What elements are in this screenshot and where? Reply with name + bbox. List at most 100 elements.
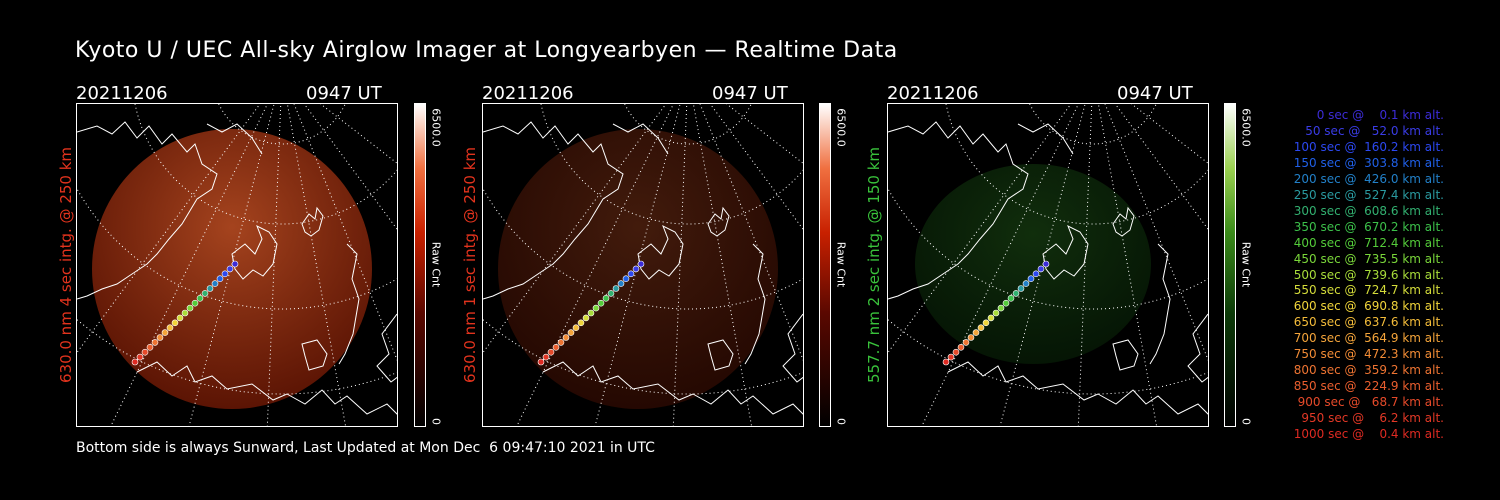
trajectory-point xyxy=(1037,265,1045,273)
trajectory-point xyxy=(567,329,575,336)
colorbar xyxy=(819,103,831,427)
latitude-line xyxy=(888,187,1208,310)
colorbar-labels: 6500.0 Raw Cnt 0 xyxy=(426,103,446,427)
trajectory-point xyxy=(1002,299,1010,307)
trajectory-point xyxy=(972,329,980,336)
legend-row: 100 sec @ 160.2 km alt. xyxy=(1293,139,1444,154)
meridian-line xyxy=(1114,104,1208,230)
trajectory-point xyxy=(166,324,174,331)
legend-row: 400 sec @ 712.4 km alt. xyxy=(1293,235,1444,250)
trajectory-point xyxy=(977,324,985,331)
all-sky-image xyxy=(76,103,398,427)
trajectory-point xyxy=(982,319,990,327)
trajectory-point xyxy=(967,334,975,341)
all-sky-image xyxy=(482,103,804,427)
panel-date: 20211206 xyxy=(482,83,574,104)
coastline xyxy=(542,361,803,415)
trajectory-legend: 0 sec @ 0.1 km alt. 50 sec @ 52.0 km alt.… xyxy=(1262,108,1444,443)
trajectory-point xyxy=(612,285,620,292)
legend-row: 900 sec @ 68.7 km alt. xyxy=(1297,395,1444,410)
legend-row: 500 sec @ 739.6 km alt. xyxy=(1293,267,1444,282)
meridian-line xyxy=(709,104,803,230)
meridian-line xyxy=(110,104,268,426)
legend-row: 800 sec @ 359.2 km alt. xyxy=(1293,363,1444,378)
trajectory-point xyxy=(186,304,194,312)
latitude-line xyxy=(1029,104,1157,145)
trajectory-point xyxy=(1007,295,1015,302)
trajectory-point xyxy=(181,309,189,317)
trajectory-point xyxy=(191,299,199,307)
coastline xyxy=(376,313,397,383)
legend-row: 1000 sec @ 0.4 km alt. xyxy=(1293,427,1444,442)
panel-time: 0947 UT xyxy=(712,83,788,104)
coastline xyxy=(612,123,669,155)
colorbar-min: 0 xyxy=(1239,418,1253,425)
colorbar xyxy=(1224,103,1236,427)
trajectory-point xyxy=(552,344,560,351)
trajectory-point xyxy=(987,314,995,322)
trajectory-point xyxy=(1027,275,1035,282)
legend-row: 600 sec @ 690.8 km alt. xyxy=(1293,299,1444,314)
coastline xyxy=(637,224,684,280)
coastline xyxy=(1187,313,1208,383)
trajectory-point xyxy=(587,309,595,317)
meridian-line xyxy=(516,104,674,426)
legend-row: 200 sec @ 426.0 km alt. xyxy=(1293,171,1444,186)
colorbar-labels: 6500.0 Raw Cnt 0 xyxy=(831,103,851,427)
trajectory-point xyxy=(226,265,234,273)
legend-row: 350 sec @ 670.2 km alt. xyxy=(1293,219,1444,234)
coastline xyxy=(136,361,397,415)
legend-row: 450 sec @ 735.5 km alt. xyxy=(1293,251,1444,266)
colorbar-max: 6500.0 xyxy=(834,108,848,147)
legend-row: 850 sec @ 224.9 km alt. xyxy=(1293,379,1444,394)
imager-panel-2: 20211206 0947 UT 630.0 nm 1 sec intg. @ … xyxy=(0,0,848,440)
trajectory-point xyxy=(216,275,224,282)
trajectory-point xyxy=(597,299,605,307)
colorbar xyxy=(414,103,426,427)
trajectory-point xyxy=(196,295,204,302)
meridian-line xyxy=(692,104,753,426)
colorbar-max: 6500.0 xyxy=(1239,108,1253,147)
trajectory-point xyxy=(201,290,209,297)
trajectory-point xyxy=(1017,285,1025,292)
coastline xyxy=(1149,243,1171,365)
page-title: Kyoto U / UEC All-sky Airglow Imager at … xyxy=(75,38,898,63)
trajectory-point xyxy=(547,348,555,356)
panel-time: 0947 UT xyxy=(1117,83,1193,104)
trajectory-point xyxy=(637,260,645,268)
map-svg xyxy=(888,104,1208,426)
trajectory-point xyxy=(542,353,550,361)
trajectory-point xyxy=(582,314,590,322)
coastline xyxy=(707,206,730,237)
meridian-line xyxy=(286,104,347,426)
trajectory-point xyxy=(231,260,239,268)
colorbar-min: 0 xyxy=(429,418,443,425)
map-svg xyxy=(483,104,803,426)
trajectory-point xyxy=(151,339,159,346)
coastline xyxy=(301,206,324,237)
legend-row: 0 sec @ 0.1 km alt. xyxy=(1316,108,1444,122)
colorbar-labels: 6500.0 Raw Cnt 0 xyxy=(1236,103,1256,427)
legend-row: 750 sec @ 472.3 km alt. xyxy=(1293,347,1444,362)
trajectory-point xyxy=(947,353,955,361)
legend-row: 50 sec @ 52.0 km alt. xyxy=(1305,123,1444,138)
coastline xyxy=(338,243,360,365)
panel-ylabel: 557.7 nm 2 sec intg. @ 150 km xyxy=(864,103,884,427)
coastline xyxy=(77,121,218,300)
trajectory-point xyxy=(537,358,545,366)
coastline xyxy=(206,123,263,155)
coastline xyxy=(1042,224,1089,280)
meridian-line xyxy=(699,104,803,361)
legend-row: 250 sec @ 527.4 km alt. xyxy=(1293,187,1444,202)
legend-row: 650 sec @ 637.6 km alt. xyxy=(1293,315,1444,330)
trajectory-point xyxy=(627,270,635,278)
panel-ylabel-text: 630.0 nm 1 sec intg. @ 250 km xyxy=(461,146,479,384)
imager-panel-3: 20211206 0947 UT 557.7 nm 2 sec intg. @ … xyxy=(0,0,1253,440)
trajectory-point xyxy=(136,353,144,361)
trajectory-point xyxy=(997,304,1005,312)
trajectory-point xyxy=(577,319,585,327)
panel-time: 0947 UT xyxy=(306,83,382,104)
trajectory-point xyxy=(1032,270,1040,278)
latitude-line xyxy=(483,187,803,310)
trajectory-point xyxy=(992,309,1000,317)
